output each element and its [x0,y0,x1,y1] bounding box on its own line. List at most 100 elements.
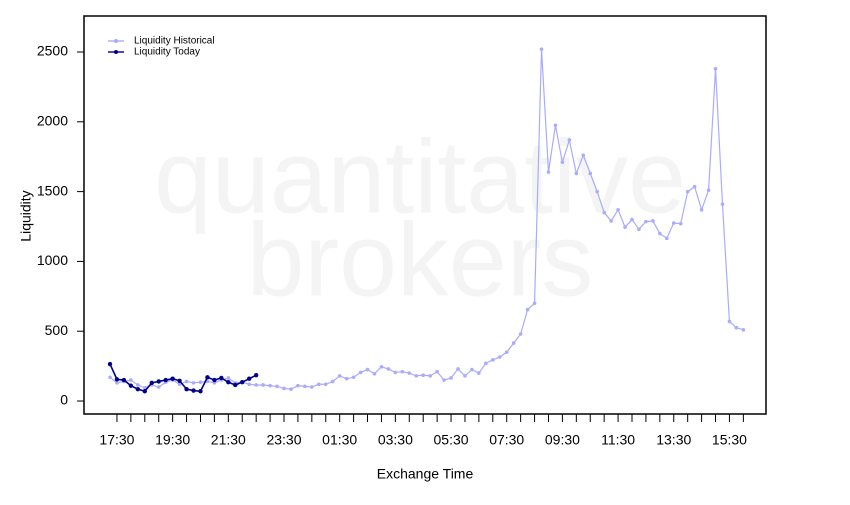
x-axis-label: Exchange Time [377,466,474,482]
data-point [692,184,697,189]
data-point [107,361,113,367]
data-point [511,341,516,345]
y-tick-label: 0 [60,392,68,408]
data-point [602,210,606,215]
x-tick-label: 21:30 [211,432,246,448]
data-point [644,219,648,224]
data-point [421,373,426,377]
legend-marker [114,39,118,43]
data-point [205,375,210,380]
watermark: brokers [247,202,594,318]
data-point [706,188,711,193]
data-point [678,221,683,226]
data-point [156,379,161,384]
data-point [518,332,523,336]
data-point [595,189,599,194]
data-point [156,385,161,389]
data-point [685,189,690,194]
data-point [337,374,342,378]
x-tick-label: 13:30 [656,432,691,448]
y-tick-label: 500 [45,322,69,338]
x-tick-label: 19:30 [155,432,190,448]
data-point [247,382,251,387]
data-point [191,381,196,385]
data-point [477,371,481,375]
x-tick-label: 11:30 [601,432,635,448]
data-point [282,386,286,391]
data-point [330,379,335,384]
data-point [233,382,238,388]
data-point [136,383,140,387]
data-point [581,153,586,158]
data-point [407,371,412,375]
data-point [253,372,259,378]
legend-marker [114,50,118,54]
data-point [323,382,328,387]
data-point [212,377,217,383]
data-point [553,123,558,128]
x-tick-label: 09:30 [545,432,580,448]
data-point [658,231,662,236]
data-point [449,376,453,380]
data-point [456,367,460,371]
data-point [734,325,739,330]
y-tick-label: 2500 [37,43,68,59]
y-tick-label: 1500 [37,182,68,198]
data-point [539,47,544,52]
data-point [114,377,120,382]
data-point [372,371,377,376]
data-point [567,138,572,142]
data-point [651,219,655,223]
data-point [713,66,718,71]
data-point [727,319,732,324]
data-point [115,381,119,385]
data-point [414,374,419,378]
data-point [720,202,725,206]
data-point [484,361,488,366]
data-point [247,376,252,381]
data-point [226,379,231,385]
watermark: quantitative [154,119,686,235]
data-point [393,370,398,375]
data-point [741,328,746,332]
data-point [344,376,349,381]
data-point [497,355,502,359]
data-point [268,383,272,388]
data-point [504,350,509,354]
data-point [574,171,579,176]
data-point [177,382,182,387]
data-point [198,389,203,394]
data-point [310,385,314,389]
data-point [254,383,258,387]
data-point [560,160,565,165]
data-point [177,378,182,383]
x-tick-label: 17:30 [99,432,134,448]
x-tick-label: 15:30 [712,432,747,448]
data-point [317,382,321,387]
data-point [198,380,203,384]
data-point [588,171,593,176]
data-point [184,379,189,384]
data-point [400,369,405,374]
data-point [442,378,446,382]
data-point [289,387,293,391]
series-line [109,363,257,393]
x-tick-label: 23:30 [266,432,301,448]
data-point [351,375,356,380]
data-point [365,367,370,372]
data-point [121,377,127,383]
data-point [358,370,363,375]
y-axis-label: Liquidity [18,190,34,241]
x-tick-label: 03:30 [378,432,413,448]
data-point [163,377,168,383]
data-point [491,358,495,362]
data-point [630,217,634,222]
legend-label: Liquidity Today [134,47,200,58]
data-point [665,236,669,241]
plot-layer: 0 500 1000 1500 2000 2500 17:30 19:30 21:30 23:30… [37,36,747,448]
data-point [275,384,279,389]
data-point [637,227,641,232]
x-tick-label: 07:30 [489,432,524,448]
y-tick-label: 2000 [37,113,68,129]
data-point [128,383,134,388]
